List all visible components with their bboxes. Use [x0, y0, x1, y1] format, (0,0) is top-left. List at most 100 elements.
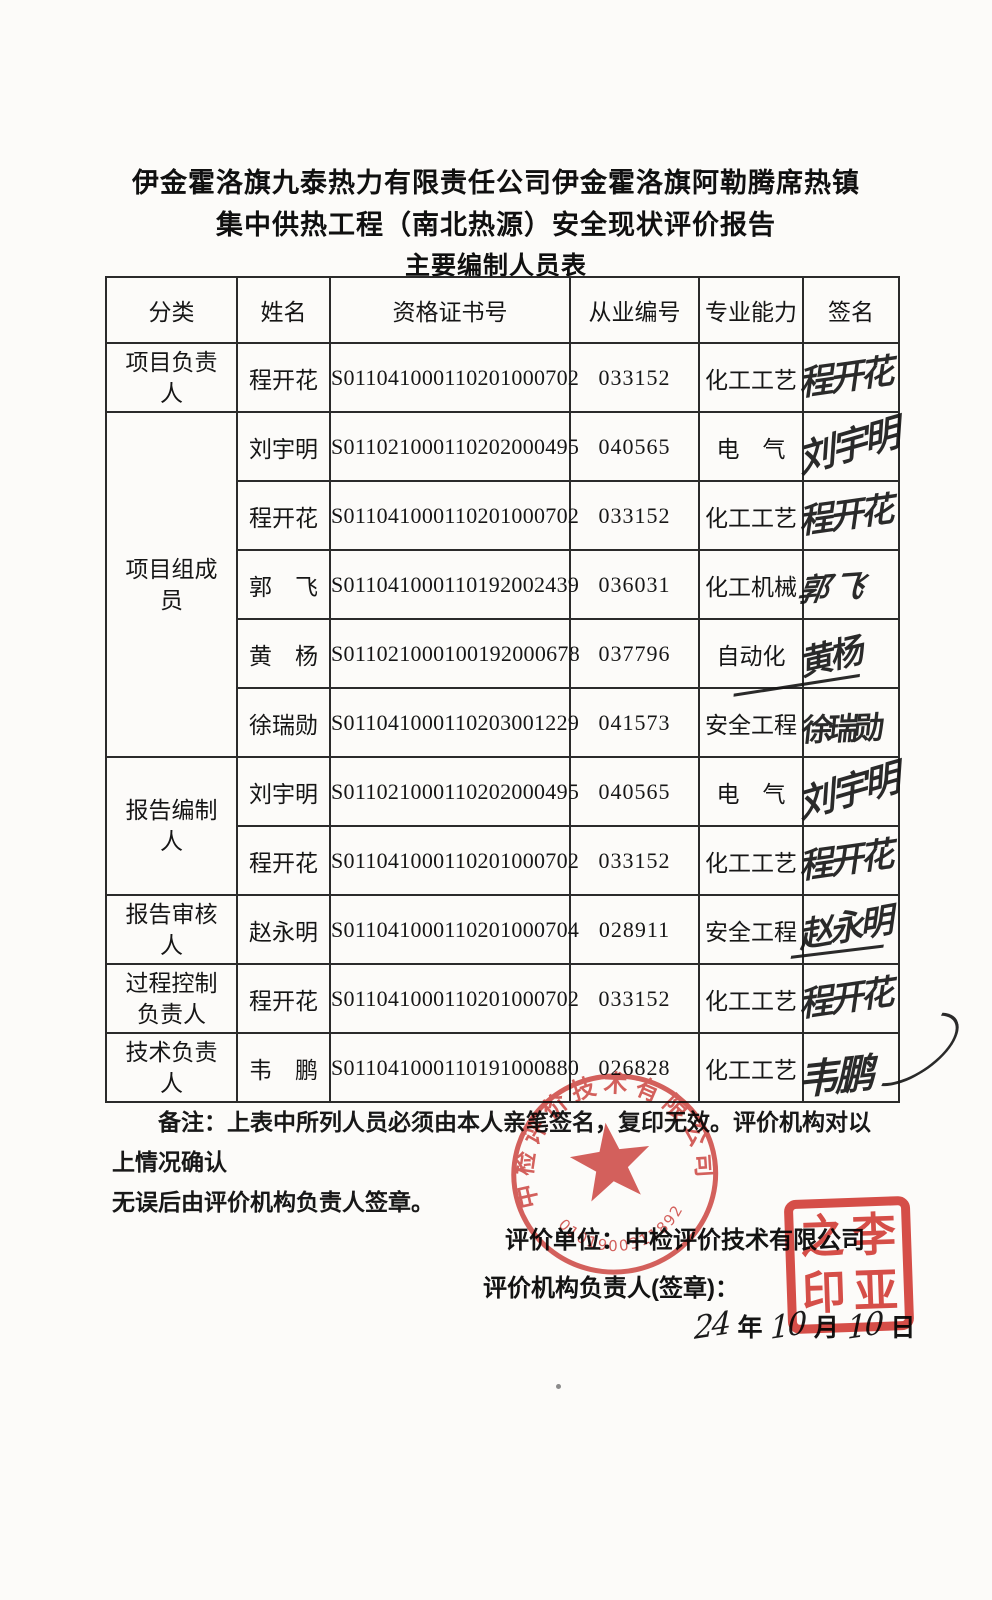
cert-no-cell: S011041000110201000702 — [329, 480, 579, 551]
handwritten-signature: 黄杨 — [802, 621, 863, 685]
seal-char-2: 李 — [851, 1209, 897, 1263]
table-row: 黄 杨 S011021000100192000678 037796 自动化 黄杨 — [106, 618, 900, 689]
work-no-cell: 036031 — [569, 549, 700, 620]
handwritten-signature: 刘宇明 — [800, 755, 902, 828]
handwritten-signature: 赵永明 — [798, 891, 897, 958]
name-cell: 刘宇明 — [236, 756, 331, 827]
document-title: 伊金霍洛旗九泰热力有限责任公司伊金霍洛旗阿勒腾席热镇 集中供热工程（南北热源）安… — [0, 162, 992, 286]
table-row: 技术负责人韦 鹏 S011041000110191000880 026828 化工工艺… — [105, 1032, 900, 1104]
name-cell: 黄 杨 — [236, 618, 331, 689]
skill-cell: 安全工程 — [698, 687, 804, 758]
work-no-cell: 026828 — [569, 1032, 700, 1103]
skill-cell: 化工工艺 — [698, 480, 804, 551]
date-line: 24 年 10 月 10 日 — [694, 1305, 916, 1347]
table-row: 过程控制负责人 程开花 S011041000110201000702 033152 化工… — [105, 963, 900, 1034]
name-cell: 刘宇明 — [236, 411, 331, 482]
category-cell: 项目组成员 — [105, 411, 238, 758]
scan-speck — [556, 1384, 561, 1389]
name-cell: 郭 飞 — [236, 549, 331, 620]
cert-no-cell: S011041000110201000702 — [329, 342, 579, 413]
signature-cell: 郭飞 — [793, 549, 900, 620]
table-row: 项目负责人 程开花 S011041000110201000702 033152 化工工艺… — [105, 342, 900, 413]
table-row: 徐瑞勋 S011041000110203001229 041573 安全工程 徐瑞勋 — [106, 687, 900, 758]
remark-line-2: 无误后由评价机构负责人签章。 — [112, 1189, 434, 1215]
year-label: 年 — [737, 1314, 763, 1342]
handwritten-signature: 程开花 — [798, 973, 897, 1025]
header-work-no: 从业编号 — [569, 276, 700, 344]
skill-cell: 化工工艺 — [698, 963, 804, 1034]
cert-no-cell: S011041000110201000704 — [329, 894, 579, 965]
cert-no-cell: S011021000110202000495 — [329, 411, 579, 482]
seal-char-4: 亚 — [853, 1265, 899, 1319]
cert-no-cell: S011041000110203001229 — [329, 687, 579, 758]
table-row: 郭 飞 S011041000110192002439 036031 化工机械 郭飞 — [106, 549, 900, 620]
cert-no-cell: S011041000110191000880 — [329, 1032, 579, 1103]
remark-line-1: 备注：上表中所列人员必须由本人亲笔签名，复印无效。评价机构对以上情况确认 — [112, 1109, 871, 1175]
table-row: 报告审核人 赵永明 S011041000110201000704 028911 安全工程… — [105, 894, 900, 965]
category-cell: 过程控制负责人 — [105, 963, 238, 1034]
skill-cell: 自动化 — [698, 618, 804, 689]
signature-cell: 程开花 — [799, 480, 900, 551]
work-no-cell: 033152 — [569, 480, 700, 551]
header-category: 分类 — [105, 276, 238, 344]
table-row: 项目组成员 刘宇明 S011021000110202000495 040565 电 气刘… — [105, 411, 901, 758]
header-signature: 签名 — [802, 276, 900, 344]
seal-char-1: 之 — [799, 1210, 845, 1264]
category-cell: 报告编制人 — [105, 756, 238, 896]
header-row: 分类 姓名 资格证书号 从业编号 专业能力 签名 — [105, 276, 900, 344]
signature-cell: 韦鹏 — [796, 1032, 900, 1104]
handwritten-signature: 韦鹏 — [796, 1039, 882, 1106]
work-no-cell: 040565 — [569, 756, 700, 827]
work-no-cell: 041573 — [569, 687, 700, 758]
handwritten-signature: 徐瑞勋 — [799, 710, 882, 749]
handwritten-signature: 郭飞 — [793, 567, 878, 609]
org-head-sign-line: 评价机构负责人(签章)： — [483, 1275, 739, 1302]
cert-no-cell: S011021000100192000678 — [329, 618, 580, 689]
skill-cell: 电 气 — [698, 411, 804, 482]
day-label: 日 — [890, 1314, 916, 1342]
category-cell: 报告审核人 — [105, 894, 238, 965]
skill-cell: 化工工艺 — [698, 342, 804, 413]
cert-no-cell: S011021000110202000495 — [329, 756, 579, 827]
signature-cell: 徐瑞勋 — [799, 687, 900, 758]
month-label: 月 — [813, 1314, 839, 1342]
title-line-2: 集中供热工程（南北热源）安全现状评价报告 — [216, 210, 776, 240]
round-company-stamp: 中检评价技术有限公司 0101900311892 — [500, 1066, 720, 1275]
cert-no-cell: S011041000110192002439 — [329, 549, 579, 620]
personnel-table-wrapper: 分类 姓名 资格证书号 从业编号 专业能力 签名 项目负责人 程开花 S011041… — [105, 276, 901, 1104]
skill-cell: 化工机械 — [698, 549, 804, 620]
signature-cell: 赵永明 — [799, 894, 900, 965]
skill-cell: 安全工程 — [698, 894, 804, 965]
name-seal-stamp: 之 李 印 亚 — [783, 1195, 915, 1335]
header-name: 姓名 — [236, 276, 331, 344]
work-no-cell: 040565 — [569, 411, 700, 482]
table-row: 程开花 S011041000110201000702 033152 化工工艺 程开花 — [106, 825, 900, 896]
handwritten-signature: 程开花 — [798, 490, 897, 542]
handwritten-signature: 刘宇明 — [800, 410, 902, 483]
header-cert-no: 资格证书号 — [329, 276, 571, 344]
category-cell: 项目负责人 — [105, 342, 238, 413]
name-cell: 程开花 — [236, 825, 331, 896]
name-cell: 程开花 — [236, 342, 331, 413]
work-no-cell: 033152 — [569, 825, 700, 896]
name-cell: 程开花 — [236, 963, 331, 1034]
header-skill: 专业能力 — [698, 276, 804, 344]
table-row: 报告编制人 刘宇明 S011021000110202000495 040565 电 气刘… — [105, 756, 901, 896]
signature-cell: 程开花 — [799, 825, 900, 896]
signature-cell: 程开花 — [799, 342, 900, 413]
cert-no-cell: S011041000110201000702 — [329, 825, 579, 896]
name-cell: 韦 鹏 — [236, 1032, 331, 1103]
work-no-cell: 033152 — [569, 342, 700, 413]
handwritten-signature: 程开花 — [798, 352, 897, 404]
title-line-3: 主要编制人员表 — [404, 252, 587, 280]
seal-char-3: 印 — [801, 1266, 847, 1320]
work-no-cell: 028911 — [569, 894, 700, 965]
handwritten-signature: 程开花 — [798, 835, 897, 887]
category-cell: 技术负责人 — [105, 1032, 238, 1103]
name-cell: 程开花 — [236, 480, 331, 551]
table-row: 程开花 S011041000110201000702 033152 化工工艺 程开花 — [106, 480, 900, 551]
work-no-cell: 033152 — [569, 963, 700, 1034]
personnel-table: 分类 姓名 资格证书号 从业编号 专业能力 签名 项目负责人 程开花 S011041… — [105, 276, 901, 1104]
remark-note: 备注：上表中所列人员必须由本人亲笔签名，复印无效。评价机构对以上情况确认 无误后… — [112, 1102, 888, 1222]
